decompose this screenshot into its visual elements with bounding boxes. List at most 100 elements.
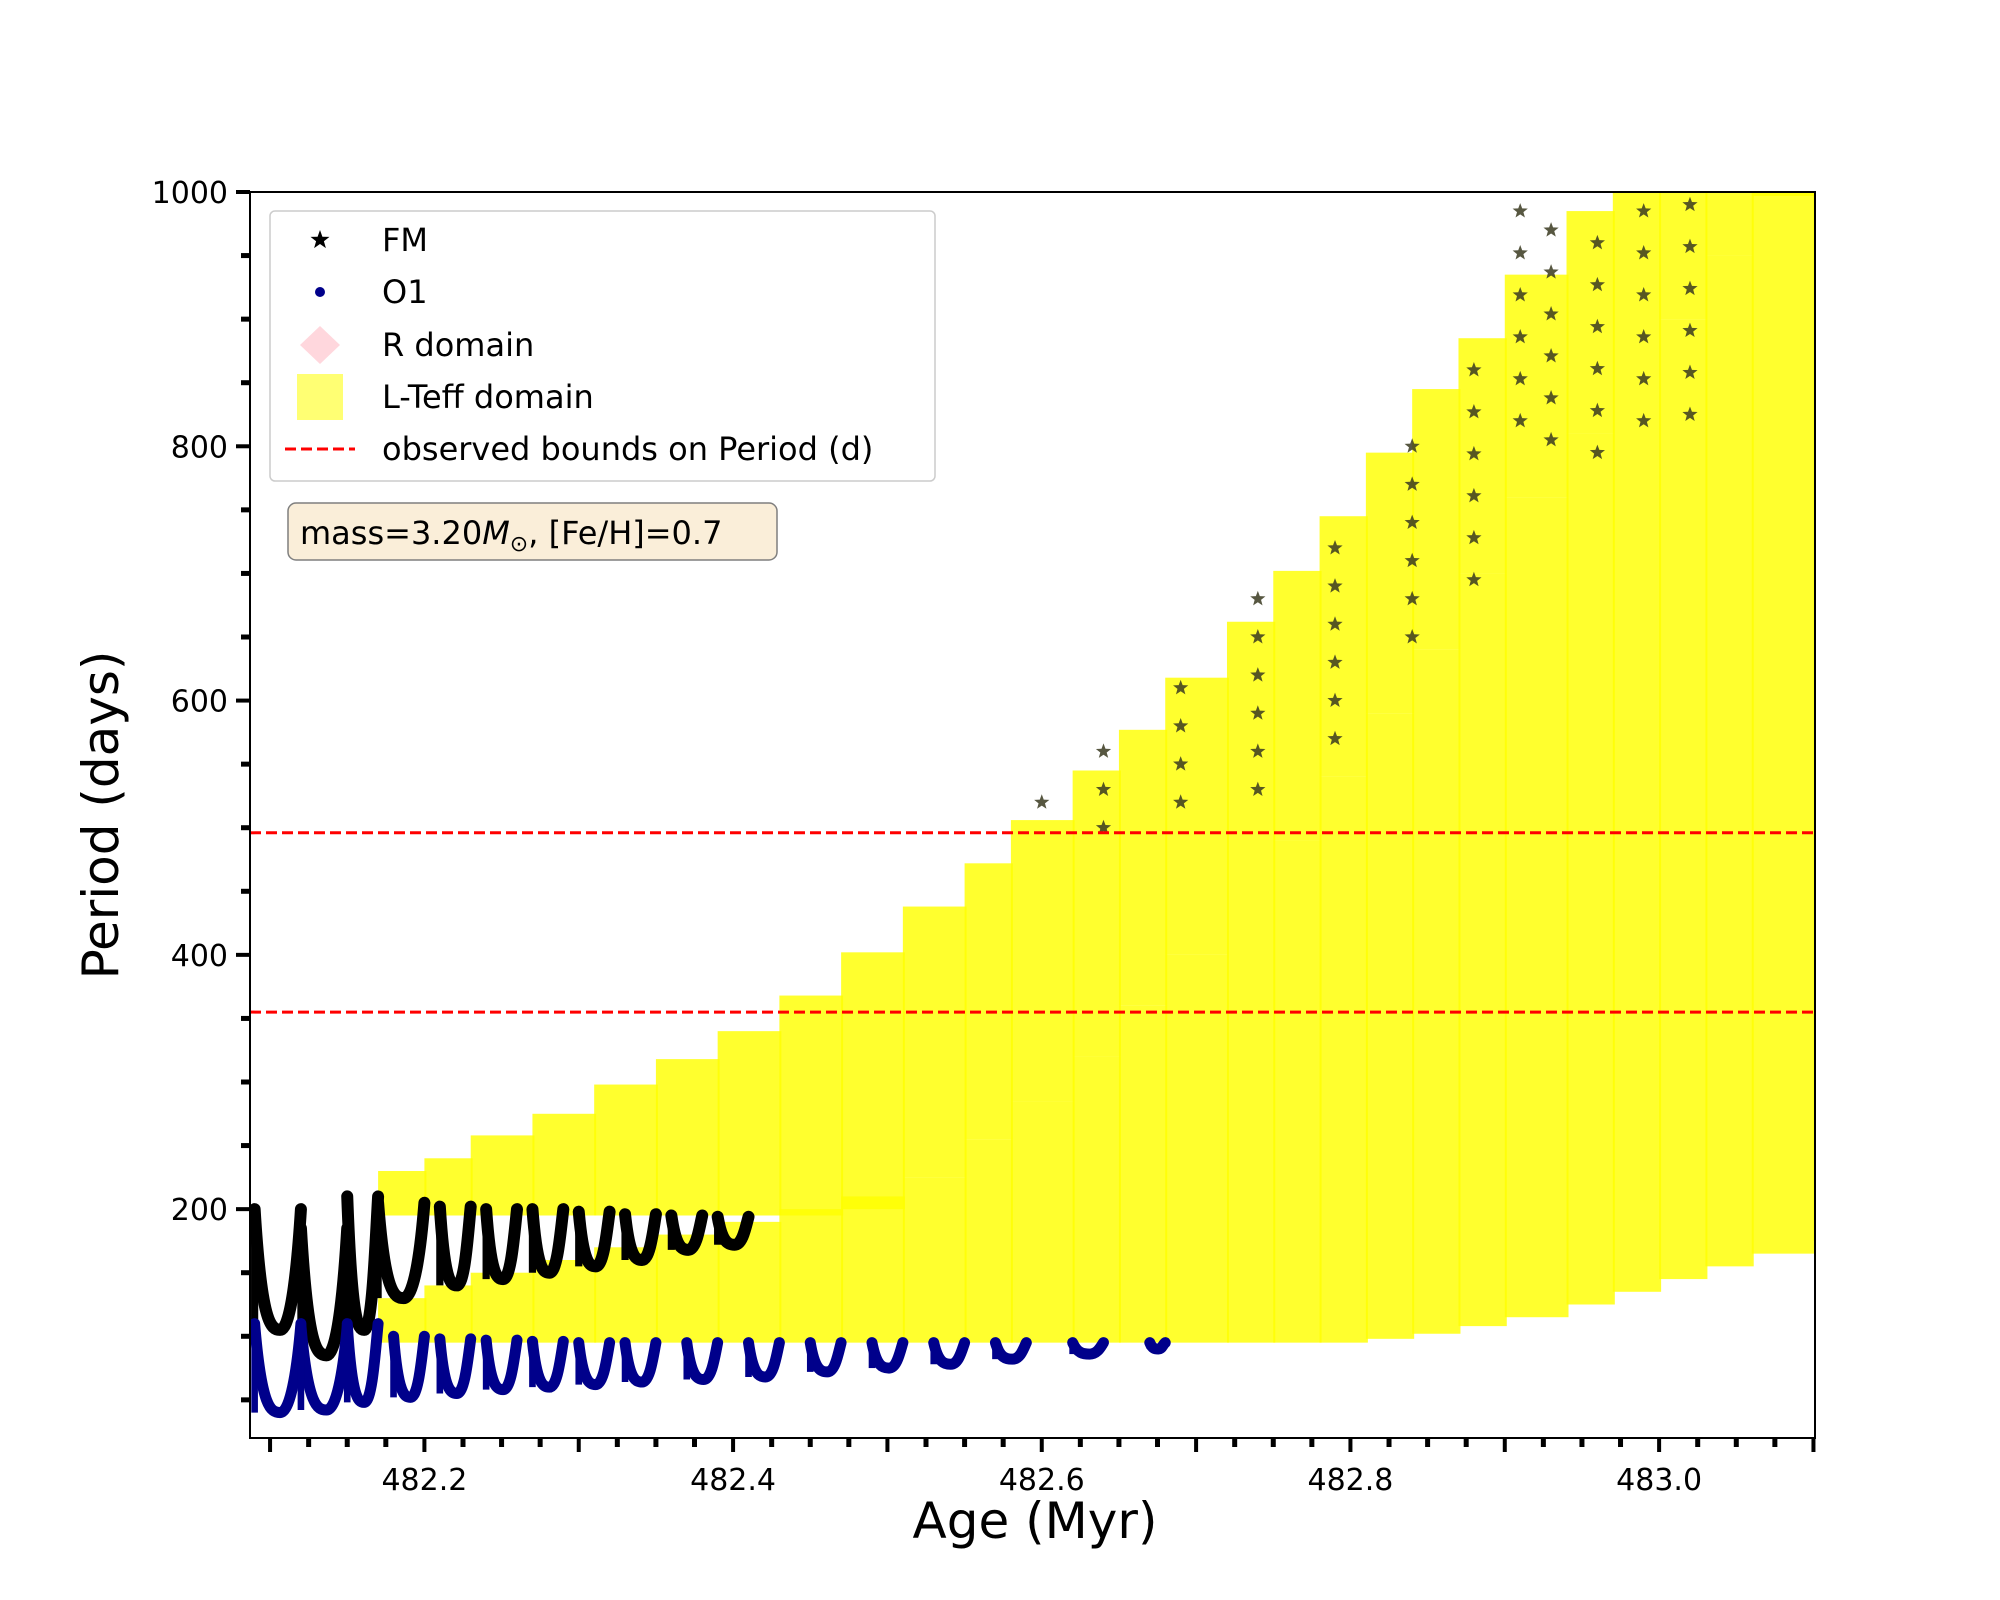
fm-cycle-loop xyxy=(711,1210,755,1251)
o1-cycle-loop xyxy=(866,1337,909,1374)
o1-cycle-loop xyxy=(341,1318,384,1408)
annotation-suffix: , [Fe/H]=0.7 xyxy=(528,514,722,552)
fm-grid-star xyxy=(1636,245,1652,260)
legend-label-o1: O1 xyxy=(382,273,428,311)
lteff-upper-block xyxy=(717,1031,782,1216)
o1-cycle-loop xyxy=(619,1337,662,1388)
fm-grid-star xyxy=(1512,370,1528,386)
o1-cycle-loop xyxy=(388,1330,430,1403)
fm-grid-star xyxy=(1173,718,1189,733)
fm-grid-star xyxy=(1466,403,1482,419)
lteff-lower-block xyxy=(964,1139,1013,1343)
lteff-lower-block xyxy=(1612,370,1662,1292)
fm-cycle-loop xyxy=(526,1203,570,1279)
lteff-upper-block xyxy=(1504,274,1569,498)
fm-grid-star xyxy=(1250,590,1266,606)
lteff-upper-block xyxy=(1273,570,1322,841)
fm-grid-star xyxy=(1466,362,1482,377)
fm-grid-star xyxy=(1404,514,1420,530)
annotation-symbol: M xyxy=(482,514,510,552)
fm-grid-star xyxy=(1250,667,1266,682)
fm-grid-star xyxy=(1682,280,1698,296)
fm-grid-star xyxy=(1636,203,1652,218)
fm-legend-marker xyxy=(310,230,330,249)
fm-cycle-loop xyxy=(619,1208,662,1267)
lteff-lower-block xyxy=(1273,840,1322,1343)
fm-grid-star xyxy=(1327,730,1343,746)
fm-grid-star xyxy=(1095,819,1112,835)
legend-entry-lteff-domain: L-Teff domain xyxy=(297,374,594,420)
fm-cycle-loop xyxy=(294,1222,354,1362)
fm-grid-star xyxy=(1512,245,1528,260)
fm-grid-star xyxy=(1512,328,1528,344)
fm-grid-star xyxy=(1095,743,1112,758)
lteff-lower-block xyxy=(1659,319,1708,1280)
lteff-lower-block xyxy=(1072,1056,1121,1343)
lteff-lower-block xyxy=(779,1209,844,1343)
o1-cycle-loop xyxy=(250,1318,307,1419)
fm-grid-star xyxy=(1543,222,1559,237)
fm-grid-star xyxy=(1636,328,1652,344)
fm-grid-star xyxy=(1512,286,1528,302)
fm-grid-star xyxy=(1404,438,1420,453)
fm-grid-star xyxy=(1589,360,1605,376)
fm-grid-star xyxy=(1636,370,1652,386)
o1-cycle-loop xyxy=(434,1333,477,1400)
lteff-upper-block xyxy=(470,1135,535,1216)
lteff-upper-block xyxy=(964,863,1013,1140)
fm-grid-star xyxy=(1543,264,1559,279)
lteff-upper-block xyxy=(1072,770,1121,1057)
o1-cycle-loop xyxy=(989,1337,1032,1365)
fm-grid-star xyxy=(1543,431,1559,447)
legend-entry-fm: FM xyxy=(310,221,428,259)
lteff-upper-block xyxy=(1319,516,1368,777)
y-tick-label: 1000 xyxy=(152,176,228,211)
lteff-upper-block xyxy=(902,906,967,1178)
legend-entry-r-domain: R domain xyxy=(300,326,534,364)
lteff-lower-block xyxy=(1365,713,1415,1339)
fm-grid-star xyxy=(1327,540,1343,555)
lteff-upper-block xyxy=(779,995,844,1216)
fm-grid-star xyxy=(1589,402,1605,418)
o1-cycle-loop xyxy=(743,1337,785,1383)
fm-grid-star xyxy=(1543,306,1559,321)
legend-label-r-domain: R domain xyxy=(382,326,534,364)
legend: FM O1 R domain L-Teff domain observed bo… xyxy=(269,210,936,482)
y-axis-title: Period (days) xyxy=(72,651,130,980)
fm-grid-star xyxy=(1327,654,1343,669)
x-tick-label: 482.2 xyxy=(381,1463,467,1498)
fm-grid-star xyxy=(1589,276,1605,292)
fm-grid-star xyxy=(1250,781,1266,797)
fm-grid-star xyxy=(1682,322,1698,338)
lteff-lower-block xyxy=(1319,776,1368,1343)
r-domain-legend-marker xyxy=(300,326,340,364)
legend-label-lteff-domain: L-Teff domain xyxy=(382,378,594,416)
x-tick-label: 482.8 xyxy=(1307,1463,1393,1498)
lteff-lower-block xyxy=(841,1196,905,1343)
o1-cycle-loop xyxy=(480,1334,523,1396)
fm-grid-star xyxy=(1512,412,1528,428)
lteff-lower-block xyxy=(1118,1005,1168,1343)
lteff-upper-block xyxy=(1705,192,1754,256)
x-tick-label: 482.4 xyxy=(690,1463,776,1498)
y-axis-ticks: 200 400 600 800 1000 xyxy=(152,176,250,1403)
fm-grid-star xyxy=(1404,629,1420,644)
fm-grid-star xyxy=(1250,705,1266,720)
lteff-lower-block xyxy=(1705,255,1754,1267)
fm-grid-points xyxy=(1034,196,1698,835)
lteff-lower-block xyxy=(902,1177,967,1343)
o1-cycle-loop xyxy=(573,1337,616,1391)
fm-grid-star xyxy=(1543,389,1559,405)
fm-grid-star xyxy=(1466,571,1482,587)
o1-cycle-loop xyxy=(526,1335,569,1393)
x-tick-label: 483.0 xyxy=(1616,1463,1702,1498)
fm-grid-star xyxy=(1636,286,1652,302)
lteff-upper-block xyxy=(1010,820,1075,1102)
fm-grid-star xyxy=(1250,629,1266,644)
fm-grid-star xyxy=(1327,616,1343,631)
fm-grid-star xyxy=(1682,364,1698,380)
fm-grid-star xyxy=(1512,203,1528,218)
fm-grid-star xyxy=(1466,445,1482,461)
legend-label-fm: FM xyxy=(382,221,428,259)
